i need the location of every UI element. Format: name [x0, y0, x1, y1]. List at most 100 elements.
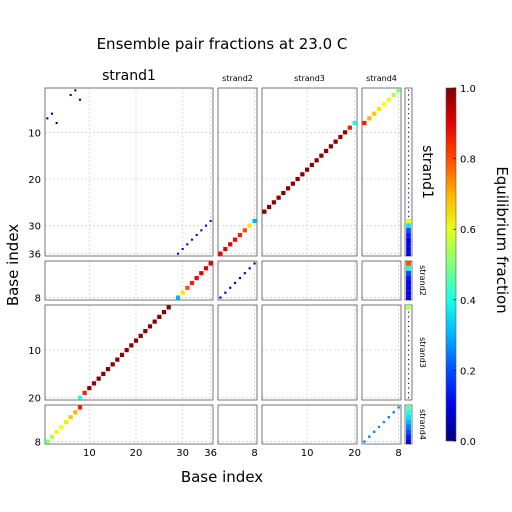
unpaired-cell	[407, 206, 410, 208]
pair-cell	[105, 367, 111, 372]
pair-cell	[176, 252, 180, 255]
panel-frame	[361, 304, 402, 401]
pair-cell	[333, 139, 338, 144]
pair-cell	[46, 117, 49, 120]
colorbar-tick-label: 0.6	[460, 225, 476, 236]
panel-frame	[361, 404, 402, 445]
pair-cell	[82, 390, 87, 395]
pair-cell	[338, 134, 343, 140]
x-tick-label: 20	[130, 448, 143, 459]
unpaired-cell	[407, 89, 410, 91]
panel-strand3-strand3	[261, 304, 358, 401]
unpaired-cell	[407, 325, 410, 327]
pair-cell	[194, 275, 199, 281]
unpaired-cell	[406, 439, 411, 444]
pair-cell	[347, 125, 352, 130]
unpaired-cell	[407, 155, 410, 157]
unpaired-cell	[407, 344, 410, 346]
unpaired-cell	[407, 363, 410, 365]
panel-frame	[361, 87, 402, 257]
panel-strand4-strand4	[361, 404, 402, 445]
unpaired-cell	[407, 311, 410, 313]
panel-strand4-strand3	[261, 404, 358, 445]
unpaired-cell	[407, 340, 410, 342]
colorbar-label: Equilibrium fraction	[493, 166, 511, 313]
pair-cell	[161, 310, 167, 315]
strand-label-right: strand4	[418, 409, 427, 440]
pair-cell	[195, 233, 198, 237]
panel-frame	[44, 404, 214, 445]
pair-cell	[248, 267, 251, 270]
colorbar-tick-label: 1.0	[460, 84, 476, 95]
pair-cell	[247, 223, 252, 228]
pair-cell	[319, 153, 324, 158]
pair-cell	[281, 190, 286, 196]
pair-matrix: strand1 strand2 strand3 strand4 strand1 stran…	[28, 68, 435, 459]
pair-cell	[343, 130, 348, 135]
strand-label-right: strand1	[419, 145, 435, 199]
pair-cell	[362, 120, 367, 126]
y-tick-label: 8	[35, 438, 41, 449]
pair-cell	[203, 266, 209, 271]
pair-cell	[367, 116, 372, 121]
unpaired-cell	[407, 349, 410, 351]
y-tick-label: 30	[28, 222, 41, 233]
panel-frame	[261, 404, 358, 445]
unpaired-cell	[407, 183, 410, 185]
unpaired-cell	[407, 378, 410, 380]
unpaired-cell	[406, 246, 411, 252]
unpaired-cell	[406, 275, 411, 281]
unpaired-cell	[406, 265, 411, 271]
unpaired-cell	[406, 223, 411, 228]
pair-cell	[386, 97, 391, 102]
pair-cell	[55, 121, 58, 125]
unpaired-cell	[406, 419, 411, 425]
y-tick-label: 10	[28, 346, 41, 357]
pair-cell	[96, 376, 101, 381]
pair-cell	[87, 386, 92, 391]
colorbar-tick-label: 0.0	[460, 437, 476, 448]
pair-cell	[129, 343, 134, 348]
x-tick-label: 10	[301, 448, 314, 459]
pair-cell	[69, 93, 72, 97]
pair-cell	[59, 424, 64, 430]
unpaired-cell	[406, 285, 411, 291]
pair-cell	[243, 272, 246, 275]
pair-cell	[175, 295, 181, 300]
pair-cell	[218, 251, 223, 256]
pair-cell	[73, 410, 78, 415]
panel-strand1-strand2	[217, 87, 258, 257]
unpaired-cell	[407, 382, 410, 384]
pair-cell	[77, 395, 83, 400]
unpaired-cell	[407, 131, 410, 133]
pair-cell	[238, 276, 242, 280]
pair-cell	[209, 219, 212, 223]
pair-cell	[115, 357, 120, 362]
x-tick-label: 8	[251, 448, 257, 459]
unpaired-cell	[407, 141, 410, 143]
pair-cell	[382, 420, 386, 424]
pair-cell	[110, 362, 115, 367]
colorbar-tick-label: 0.4	[460, 296, 476, 307]
x-tick-label: 36	[204, 448, 217, 459]
unpaired-cell	[406, 218, 411, 224]
pair-cell	[119, 352, 125, 357]
pair-cell	[147, 324, 153, 329]
panel-strand2-strand2	[217, 260, 258, 301]
unpaired-cell	[407, 197, 410, 199]
panel-frame	[44, 260, 214, 301]
unpaired-cell	[407, 173, 410, 175]
x-tick-label: 10	[83, 448, 96, 459]
panel-frame	[44, 304, 214, 401]
unpaired-cell	[407, 127, 410, 129]
unpaired-cell	[406, 261, 411, 266]
unpaired-cell	[407, 150, 410, 152]
strand-label-top: strand2	[222, 74, 253, 83]
panel-frame	[217, 87, 258, 257]
panel-strand3-strand1	[44, 304, 214, 401]
pair-cell	[77, 405, 83, 410]
pair-cell	[372, 111, 377, 116]
pair-cell	[199, 271, 204, 276]
pair-cell	[271, 200, 276, 205]
